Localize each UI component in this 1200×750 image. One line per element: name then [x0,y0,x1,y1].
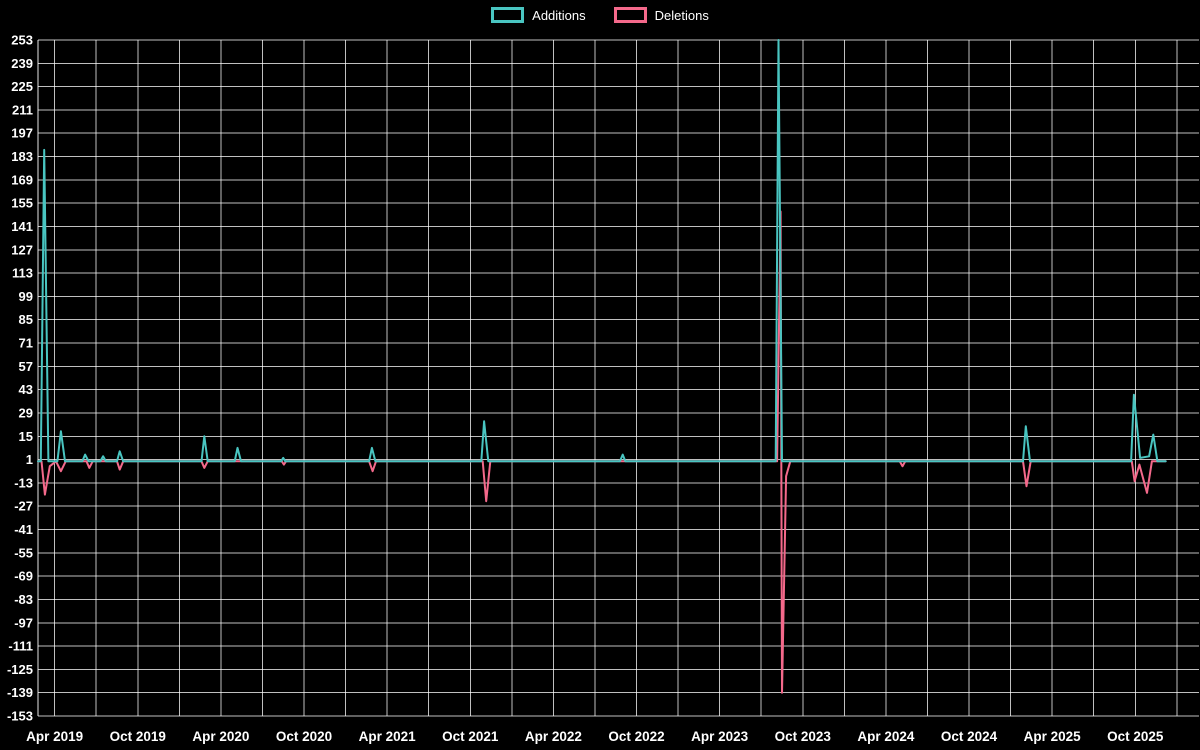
y-tick-label: -97 [14,615,33,630]
y-tick-label: -139 [7,685,33,700]
y-tick-label: -69 [14,569,33,584]
y-tick-label: 29 [19,405,33,420]
y-tick-label: 71 [19,336,33,351]
x-tick-label: Apr 2023 [691,729,749,744]
series-line-additions [37,39,1167,463]
legend-item-deletions[interactable]: Deletions [613,7,709,23]
y-tick-label: 127 [11,242,33,257]
y-tick-label: -111 [8,639,33,654]
y-tick-label: 239 [11,56,33,71]
x-tick-label: Apr 2025 [1024,729,1082,744]
y-tick-label: 211 [12,102,33,117]
y-tick-label: -13 [14,475,33,490]
x-tick-label: Oct 2019 [110,729,166,744]
legend-label-additions: Additions [532,7,586,23]
chart-legend: Additions Deletions [0,7,1200,23]
y-tick-label: -83 [14,592,33,607]
y-tick-label: -27 [14,499,33,514]
y-tick-label: 57 [19,359,33,374]
x-tick-label: Apr 2021 [359,729,417,744]
x-tick-label: Oct 2025 [1107,729,1164,744]
x-tick-label: Oct 2022 [608,729,664,744]
legend-item-additions[interactable]: Additions [491,7,586,23]
x-tick-label: Apr 2024 [857,729,915,744]
x-tick-label: Oct 2021 [442,729,499,744]
y-tick-label: 43 [19,382,33,397]
y-tick-label: 15 [19,429,33,444]
legend-swatch-deletions [613,7,647,23]
y-tick-label: 113 [12,266,33,281]
y-tick-label: 99 [19,289,33,304]
x-tick-label: Oct 2020 [276,729,332,744]
x-tick-label: Apr 2022 [525,729,582,744]
y-tick-label: 141 [11,219,33,234]
y-tick-label: 169 [11,172,33,187]
y-tick-label: -125 [7,662,33,677]
y-tick-label: 155 [11,196,33,211]
x-tick-label: Apr 2020 [192,729,249,744]
y-tick-label: -153 [7,709,33,724]
y-tick-label: 85 [19,312,33,327]
legend-swatch-additions [491,7,525,23]
x-tick-label: Apr 2019 [26,729,83,744]
y-tick-label: -55 [14,545,33,560]
y-tick-label: 1 [26,452,33,467]
y-tick-label: 225 [11,79,33,94]
y-tick-label: -41 [14,522,33,537]
y-tick-label: 253 [11,33,33,48]
legend-label-deletions: Deletions [654,7,709,23]
y-tick-label: 197 [11,126,33,141]
x-tick-label: Oct 2023 [775,729,832,744]
x-tick-label: Oct 2024 [941,729,998,744]
y-tick-label: 183 [11,149,33,164]
